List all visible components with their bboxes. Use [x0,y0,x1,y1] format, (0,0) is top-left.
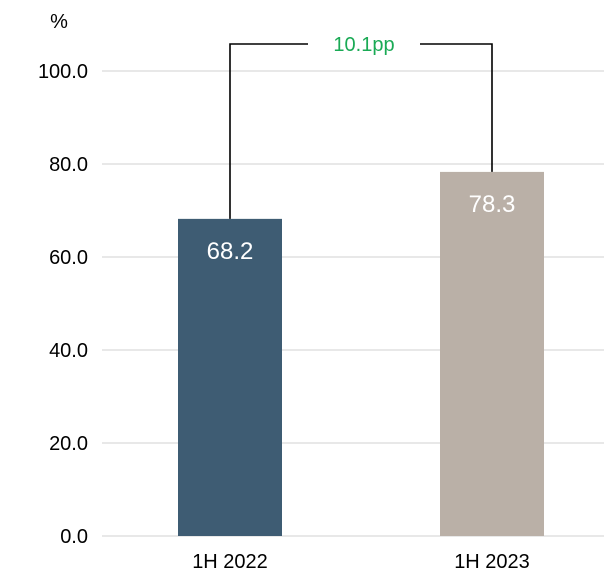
difference-annotation: 10.1pp [333,34,394,56]
data-label: 68.2 [207,238,254,265]
bracket-right [420,43,493,172]
y-tick-label: 60.0 [49,247,88,269]
y-tick-label: 0.0 [60,526,88,548]
y-tick-label: 100.0 [38,61,88,83]
y-tick-label: 80.0 [49,154,88,176]
bar [178,218,282,536]
bracket-left [229,43,308,219]
y-tick-label: 20.0 [49,433,88,455]
y-tick-label: 40.0 [49,340,88,362]
data-label: 78.3 [469,191,516,218]
x-tick-label: 1H 2022 [192,551,268,573]
y-axis-label: % [50,11,68,33]
bar [440,171,544,536]
x-tick-label: 1H 2023 [454,551,530,573]
